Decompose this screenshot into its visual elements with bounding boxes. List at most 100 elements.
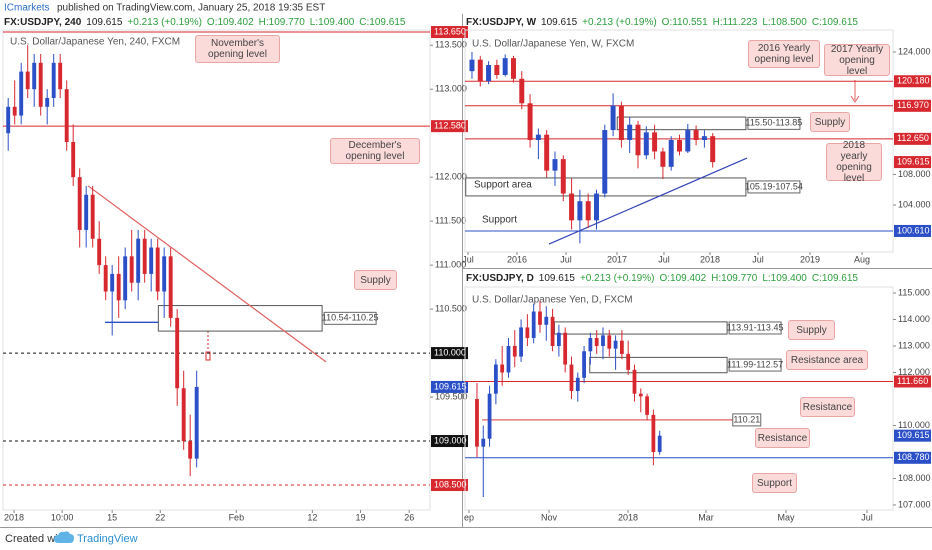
x-tick-label: Nov bbox=[541, 512, 558, 522]
legend-value: H:111.223 bbox=[713, 17, 758, 28]
candle-body bbox=[575, 377, 580, 392]
candle-body bbox=[594, 338, 599, 346]
candle-body bbox=[685, 130, 691, 152]
callout: December's opening level bbox=[330, 138, 420, 164]
x-tick-label: 15 bbox=[107, 512, 117, 522]
y-tick-label: 115.000 bbox=[898, 287, 930, 297]
candle-body bbox=[506, 345, 511, 373]
legend: FX:USDJPY, 240 109.615 +0.213 (+0.19%) O:10… bbox=[4, 17, 406, 28]
legend-value: 109.615 bbox=[541, 17, 578, 28]
x-tick-label: 12 bbox=[307, 512, 317, 522]
note: Support bbox=[482, 215, 517, 226]
y-tick-label: 113.500 bbox=[435, 40, 467, 50]
note: Support area bbox=[474, 180, 532, 191]
y-tick-label: 107.000 bbox=[898, 499, 931, 509]
level-label-box bbox=[431, 120, 468, 133]
candle-body bbox=[64, 89, 69, 142]
symbol: FX:USDJPY, D bbox=[466, 273, 534, 284]
candle-body bbox=[610, 105, 616, 131]
level-label-box bbox=[894, 156, 931, 169]
candle-body bbox=[652, 132, 658, 152]
x-tick-label: 2019 bbox=[800, 254, 820, 264]
candle-body bbox=[194, 386, 199, 459]
x-tick-label: Jul bbox=[462, 254, 474, 264]
x-tick-label: May bbox=[778, 512, 796, 522]
zone-label: 111.99-112.57 bbox=[727, 359, 783, 369]
x-tick-label: Aug bbox=[854, 254, 870, 264]
symbol: FX:USDJPY, 240 bbox=[4, 17, 82, 28]
candle-body bbox=[188, 441, 193, 459]
y-tick-label: 110.500 bbox=[435, 303, 467, 313]
level-label: 109.615 bbox=[434, 381, 467, 391]
candle-body bbox=[677, 140, 682, 152]
x-tick-label: Jul bbox=[861, 512, 873, 522]
legend: FX:USDJPY, W 109.615 +0.213 (+0.19%) O:110.… bbox=[466, 17, 858, 28]
candle-body bbox=[569, 364, 574, 392]
candle-body bbox=[550, 316, 555, 346]
legend-value: +0.213 (+0.19%) bbox=[127, 17, 202, 28]
candle-body bbox=[493, 364, 498, 394]
candle-body bbox=[149, 247, 154, 274]
marker bbox=[205, 351, 211, 361]
level-label: 110.000 bbox=[434, 347, 466, 357]
legend-value: L:109.400 bbox=[310, 17, 355, 28]
candle-body bbox=[525, 327, 530, 339]
candle-body bbox=[32, 62, 37, 90]
legend-value: C:109.615 bbox=[812, 273, 859, 284]
candle-body bbox=[588, 338, 593, 352]
candle-body bbox=[535, 134, 541, 141]
x-tick-label: ep bbox=[464, 512, 474, 522]
candle-body bbox=[500, 364, 505, 373]
level-label: 116.970 bbox=[897, 100, 929, 110]
candle-body bbox=[618, 105, 624, 141]
candle-body bbox=[116, 273, 121, 301]
candle-body bbox=[582, 351, 586, 378]
candle-body bbox=[556, 332, 561, 346]
candle-body bbox=[123, 256, 128, 301]
chart-title: U.S. Dollar/Japanese Yen, W, FXCM bbox=[472, 39, 634, 50]
candle-body bbox=[569, 193, 575, 221]
plot-frame bbox=[464, 286, 894, 511]
legend-value: O:109.402 bbox=[207, 17, 254, 28]
level-label-box bbox=[894, 132, 931, 145]
y-tick-label: 114.000 bbox=[898, 314, 930, 324]
chart-title: U.S. Dollar/Japanese Yen, 240, FXCM bbox=[10, 37, 180, 48]
callout: Support bbox=[752, 473, 797, 493]
candle-body bbox=[577, 201, 583, 221]
callout: Resistance area bbox=[786, 350, 868, 370]
candle-body bbox=[527, 103, 533, 141]
level-label: 100.610 bbox=[897, 225, 930, 235]
x-tick-label: 2017 bbox=[607, 254, 627, 264]
candle-body bbox=[585, 201, 591, 221]
candle-body bbox=[563, 332, 568, 365]
candle-body bbox=[487, 393, 492, 439]
candle-body bbox=[693, 130, 699, 141]
zone-label: 115.50-113.85 bbox=[746, 118, 803, 128]
legend: FX:USDJPY, D 109.615 +0.213 (+0.19%) O:109.… bbox=[466, 273, 858, 284]
candle-body bbox=[552, 159, 558, 171]
level-label-box bbox=[894, 99, 931, 112]
x-tick-label: 2016 bbox=[507, 254, 527, 264]
candle-body bbox=[6, 106, 11, 134]
candle-body bbox=[103, 265, 108, 292]
candle-body bbox=[142, 238, 147, 274]
y-tick-label: 124.000 bbox=[898, 46, 931, 56]
candle-body bbox=[619, 340, 624, 354]
legend-value: L:109.400 bbox=[762, 273, 807, 284]
y-tick-label: 109.500 bbox=[435, 391, 468, 401]
x-tick-label: Jul bbox=[560, 254, 572, 264]
level-label: 109.615 bbox=[897, 156, 930, 166]
level-label-box bbox=[431, 347, 468, 360]
legend-value: H:109.770 bbox=[711, 273, 758, 284]
legend-value: L:108.500 bbox=[762, 17, 807, 28]
candle-body bbox=[19, 71, 24, 116]
callout: 2018 yearly opening level bbox=[826, 140, 882, 184]
logo bbox=[54, 531, 74, 543]
level-label-box bbox=[431, 479, 468, 492]
candle-body bbox=[660, 151, 666, 167]
level-label: 112.580 bbox=[434, 121, 466, 131]
candle-body bbox=[602, 130, 608, 194]
zone bbox=[589, 356, 728, 374]
zone-label-box bbox=[323, 311, 377, 325]
